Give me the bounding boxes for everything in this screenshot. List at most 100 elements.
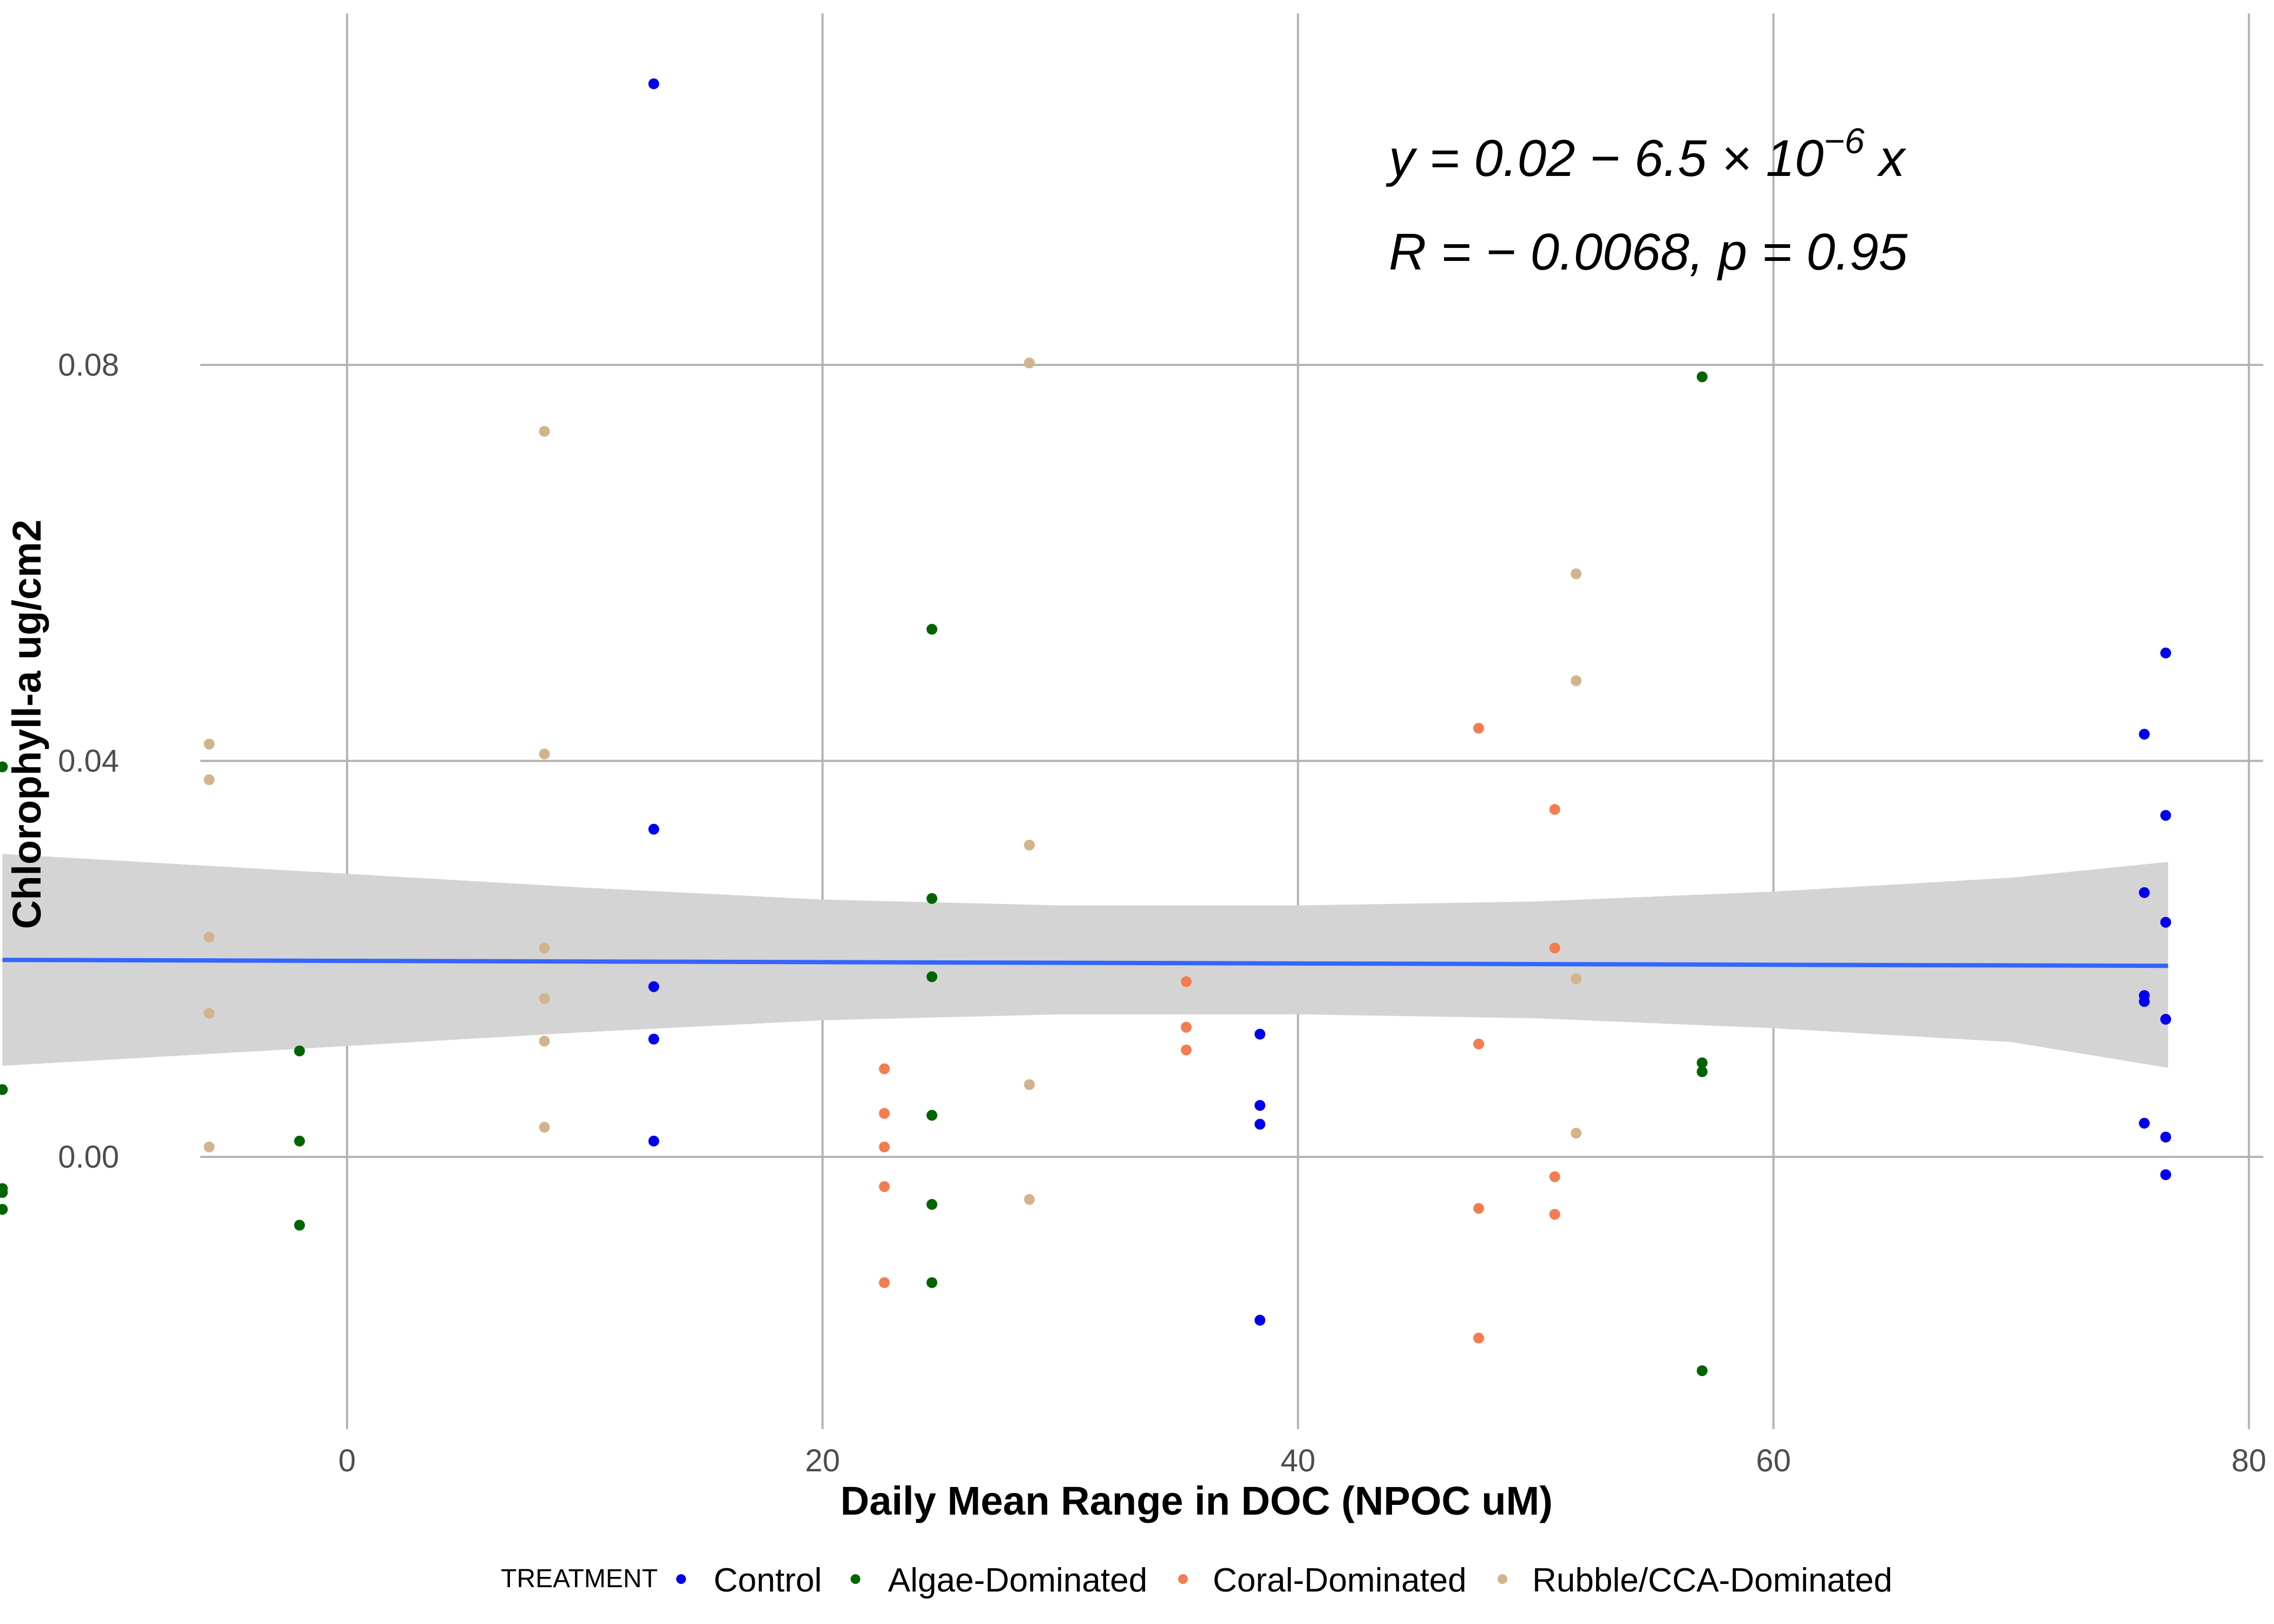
y-axis-label: Chlorophyll-a ug/cm2 — [4, 520, 49, 929]
point-control — [1254, 1029, 1266, 1040]
legend-title: TREATMENT — [501, 1564, 658, 1593]
point-control — [2160, 810, 2171, 821]
legend-label-coral: Coral-Dominated — [1213, 1562, 1467, 1599]
y-tick-label: 0.04 — [58, 744, 119, 779]
point-rubble-cca-dominated — [1571, 1128, 1582, 1139]
x-tick-label: 60 — [1756, 1443, 1791, 1478]
y-tick-label: 0.08 — [58, 348, 119, 383]
point-control — [2139, 1117, 2150, 1129]
regression-line — [2, 958, 2168, 968]
point-coral-dominated — [1473, 1203, 1485, 1214]
point-algae-dominated — [1696, 371, 1708, 383]
point-rubble-cca-dominated — [204, 1008, 215, 1019]
y-tick-label: 0.00 — [58, 1140, 119, 1175]
x-tick-labels: 0 20 40 60 80 — [338, 1443, 2266, 1478]
legend-label-rubble: Rubble/CCA-Dominated — [1532, 1562, 1892, 1599]
point-algae-dominated — [294, 1135, 305, 1147]
regression-fit-line — [2, 958, 2168, 968]
point-control — [2160, 647, 2171, 659]
point-rubble-cca-dominated — [1571, 568, 1582, 579]
x-tick-label: 80 — [2231, 1443, 2266, 1478]
point-coral-dominated — [1473, 723, 1485, 734]
legend-marker-coral — [1178, 1574, 1188, 1584]
y-tick-labels: 0.00 0.04 0.08 — [58, 348, 119, 1175]
point-algae-dominated — [926, 893, 938, 904]
point-rubble-cca-dominated — [539, 1036, 550, 1047]
point-control — [2160, 1013, 2171, 1025]
legend-marker-control — [676, 1574, 686, 1584]
point-control — [2160, 1131, 2171, 1143]
grid-lines — [200, 14, 2263, 1429]
x-axis-label: Daily Mean Range in DOC (NPOC uM) — [840, 1478, 1553, 1523]
point-control — [1254, 1118, 1266, 1130]
point-control — [648, 1135, 659, 1147]
point-control — [2139, 996, 2150, 1007]
point-rubble-cca-dominated — [539, 425, 550, 437]
point-coral-dominated — [1473, 1332, 1485, 1344]
point-algae-dominated — [0, 1084, 8, 1095]
point-control — [2139, 729, 2150, 740]
point-rubble-cca-dominated — [204, 1141, 215, 1152]
point-algae-dominated — [1696, 1066, 1708, 1077]
point-rubble-cca-dominated — [539, 993, 550, 1004]
point-coral-dominated — [879, 1141, 890, 1152]
point-coral-dominated — [1181, 1021, 1192, 1033]
point-algae-dominated — [926, 1277, 938, 1288]
point-rubble-cca-dominated — [1571, 973, 1582, 984]
legend-label-algae: Algae-Dominated — [888, 1562, 1147, 1599]
point-control — [2139, 887, 2150, 898]
legend-marker-algae — [851, 1574, 860, 1584]
point-control — [2160, 916, 2171, 928]
x-tick-label: 0 — [338, 1443, 356, 1478]
point-algae-dominated — [926, 1199, 938, 1210]
point-rubble-cca-dominated — [539, 942, 550, 954]
point-control — [1254, 1100, 1266, 1111]
point-control — [2160, 1169, 2171, 1180]
equation-annotation: y = 0.02 − 6.5 × 10−6 x — [1386, 121, 1906, 187]
legend-marker-rubble — [1498, 1574, 1507, 1584]
stats-annotation: R = − 0.0068, p = 0.95 — [1389, 223, 1908, 281]
point-rubble-cca-dominated — [204, 774, 215, 785]
point-coral-dominated — [1549, 942, 1560, 954]
point-algae-dominated — [926, 624, 938, 635]
point-coral-dominated — [1549, 1171, 1560, 1182]
point-algae-dominated — [294, 1220, 305, 1231]
point-rubble-cca-dominated — [1024, 1079, 1035, 1090]
point-algae-dominated — [1696, 1057, 1708, 1069]
point-rubble-cca-dominated — [539, 1122, 550, 1133]
point-control — [648, 981, 659, 992]
point-coral-dominated — [1181, 976, 1192, 987]
point-algae-dominated — [0, 761, 8, 772]
equation-exponent: −6 — [1824, 121, 1865, 161]
point-coral-dominated — [1549, 804, 1560, 815]
point-rubble-cca-dominated — [1024, 357, 1035, 369]
legend-label-control: Control — [714, 1562, 822, 1599]
data-points — [0, 78, 2171, 1377]
point-coral-dominated — [1549, 1209, 1560, 1220]
point-rubble-cca-dominated — [1024, 840, 1035, 851]
point-coral-dominated — [879, 1277, 890, 1288]
point-control — [648, 823, 659, 835]
point-algae-dominated — [926, 1110, 938, 1121]
x-tick-label: 40 — [1280, 1443, 1316, 1478]
point-rubble-cca-dominated — [539, 748, 550, 759]
point-rubble-cca-dominated — [1024, 1194, 1035, 1205]
x-tick-label: 20 — [805, 1443, 840, 1478]
point-algae-dominated — [1696, 1365, 1708, 1377]
point-algae-dominated — [926, 971, 938, 983]
point-coral-dominated — [1473, 1038, 1485, 1050]
legend: TREATMENT Control Algae-Dominated Coral-… — [501, 1562, 1892, 1599]
point-coral-dominated — [1181, 1044, 1192, 1056]
equation-main: y = 0.02 − 6.5 × 10 — [1386, 129, 1824, 187]
point-rubble-cca-dominated — [204, 738, 215, 750]
equation-suffix: x — [1865, 129, 1907, 187]
point-algae-dominated — [0, 1204, 8, 1215]
point-control — [648, 1033, 659, 1045]
point-coral-dominated — [879, 1108, 890, 1119]
point-algae-dominated — [0, 1187, 8, 1198]
point-control — [1254, 1314, 1266, 1326]
point-rubble-cca-dominated — [204, 932, 215, 943]
point-coral-dominated — [879, 1063, 890, 1075]
